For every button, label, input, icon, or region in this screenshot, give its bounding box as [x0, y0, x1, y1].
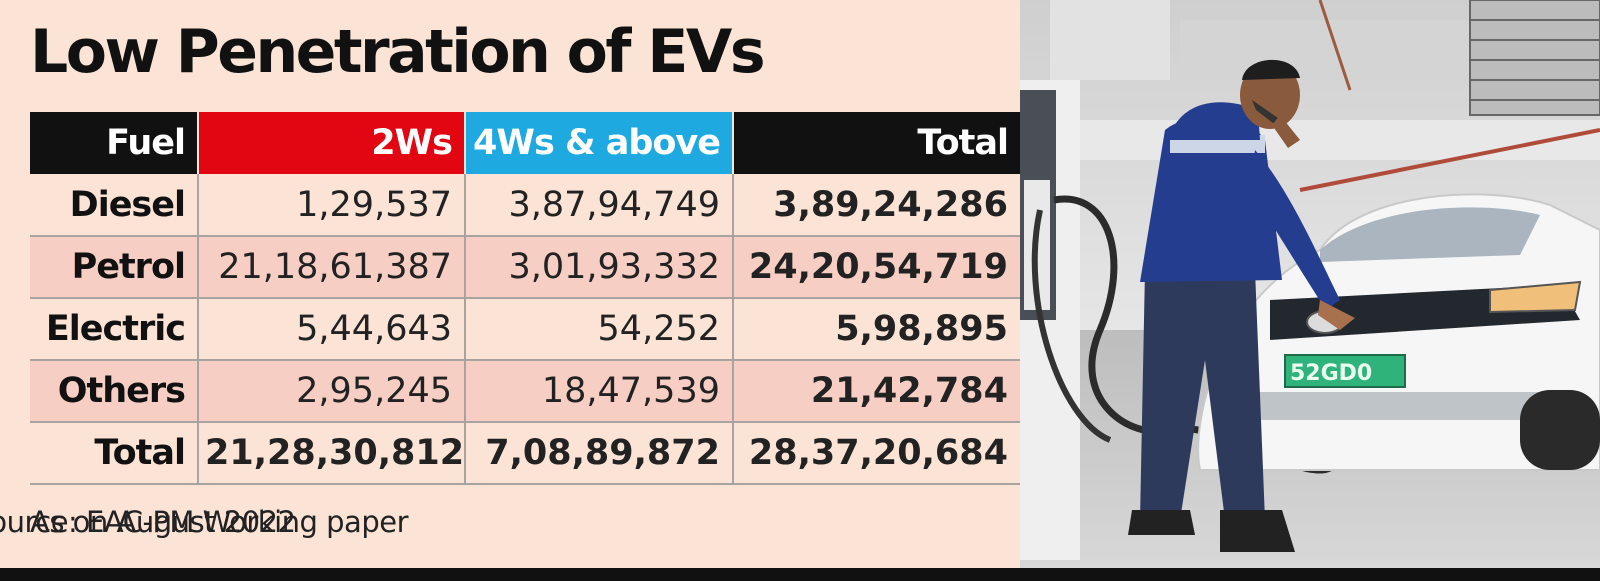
row-label: Total	[30, 422, 199, 485]
cell-4ws: 3,87,94,749	[465, 174, 734, 237]
table-row: Electric 5,44,643 54,252 5,98,895	[30, 298, 1020, 361]
cell-total: 5,98,895	[733, 298, 1020, 361]
table-row: Others 2,95,245 18,47,539 21,42,784	[30, 360, 1020, 423]
cell-2ws: 21,28,30,812	[198, 422, 466, 485]
cell-4ws: 7,08,89,872	[465, 422, 734, 485]
source-footnote: Source: EAC-PM Working paper	[0, 505, 408, 539]
header-4ws: 4Ws & above	[465, 112, 734, 174]
bottom-bar	[0, 568, 1600, 581]
ev-charging-photo: 52GD0	[1020, 0, 1600, 568]
cell-2ws: 2,95,245	[198, 360, 466, 423]
cell-total: 28,37,20,684	[733, 422, 1020, 485]
row-label: Petrol	[30, 236, 199, 299]
header-2ws: 2Ws	[198, 112, 466, 174]
date-footnote: As on August 2022	[30, 505, 296, 539]
row-label: Others	[30, 360, 199, 423]
ev-data-table: Fuel 2Ws 4Ws & above Total Diesel 1,29,5…	[30, 112, 1020, 485]
row-label: Diesel	[30, 174, 199, 237]
cell-4ws: 3,01,93,332	[465, 236, 734, 299]
table-row: Petrol 21,18,61,387 3,01,93,332 24,20,54…	[30, 236, 1020, 299]
table-row: Diesel 1,29,537 3,87,94,749 3,89,24,286	[30, 174, 1020, 237]
photo-illustration: 52GD0	[1020, 0, 1600, 568]
header-fuel: Fuel	[30, 112, 199, 174]
cell-total: 3,89,24,286	[733, 174, 1020, 237]
cell-4ws: 54,252	[465, 298, 734, 361]
infographic-panel: Low Penetration of EVs Fuel 2Ws 4Ws & ab…	[0, 17, 1020, 539]
row-label: Electric	[30, 298, 199, 361]
header-total: Total	[733, 112, 1020, 174]
cell-2ws: 5,44,643	[198, 298, 466, 361]
cell-2ws: 21,18,61,387	[198, 236, 466, 299]
cell-total: 24,20,54,719	[733, 236, 1020, 299]
cell-4ws: 18,47,539	[465, 360, 734, 423]
chart-title: Low Penetration of EVs	[30, 17, 766, 87]
cell-total: 21,42,784	[733, 360, 1020, 423]
table-row-total: Total 21,28,30,812 7,08,89,872 28,37,20,…	[30, 422, 1020, 485]
license-plate-text: 52GD0	[1290, 361, 1372, 386]
table-header-row: Fuel 2Ws 4Ws & above Total	[30, 112, 1020, 174]
cell-2ws: 1,29,537	[198, 174, 466, 237]
